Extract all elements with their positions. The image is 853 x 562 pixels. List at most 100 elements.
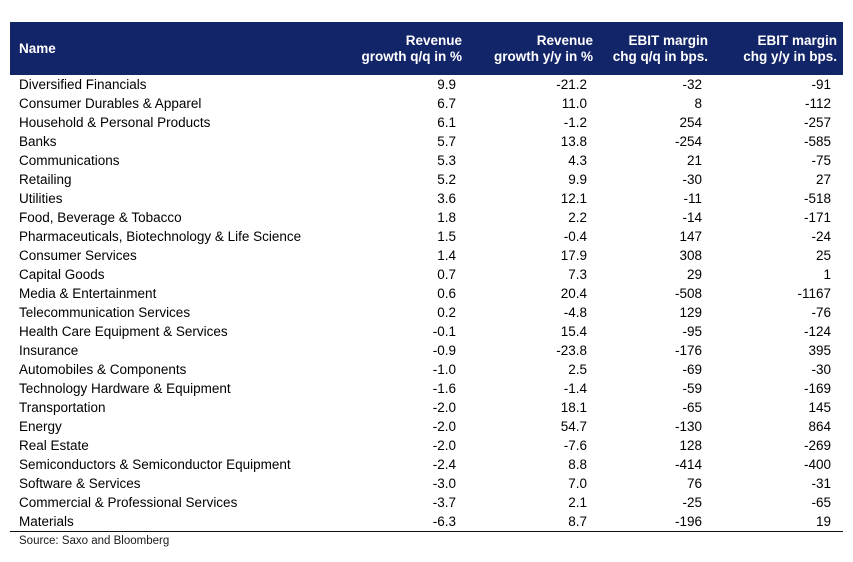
table-row: Diversified Financials 9.9 -21.2 -32 -91: [10, 75, 843, 94]
cell-value: 8.7: [568, 514, 587, 529]
cell-value: -0.4: [563, 229, 587, 244]
table-row: Consumer Services 1.4 17.9 308 25: [10, 246, 843, 265]
cell-value: 11.0: [561, 96, 587, 111]
cell-value: -11: [683, 191, 702, 206]
cell-value: 2.2: [568, 210, 587, 225]
table-row: Automobiles & Components -1.0 2.5 -69 -30: [10, 360, 843, 379]
cell-value: -21.2: [556, 77, 587, 92]
cell-value: 7.3: [568, 267, 587, 282]
cell-sector-name: Pharmaceuticals, Biotechnology & Life Sc…: [19, 229, 302, 244]
cell-value: -169: [803, 381, 831, 396]
table-row: Telecommunication Services 0.2 -4.8 129 -76: [10, 303, 843, 322]
cell-value: -508: [674, 286, 702, 301]
cell-value: 13.8: [560, 134, 587, 149]
cell-value: 12.1: [560, 191, 587, 206]
cell-value: 5.2: [437, 172, 456, 187]
cell-value: -0.1: [432, 324, 456, 339]
table-row: Energy -2.0 54.7 -130 864: [10, 417, 843, 436]
cell-value: 395: [808, 343, 831, 358]
cell-value: -31: [811, 476, 831, 491]
cell-value: -1.0: [432, 362, 456, 377]
column-header-name: Name: [10, 22, 354, 75]
cell-value: -257: [803, 115, 831, 130]
cell-value: 29: [686, 267, 702, 282]
cell-sector-name: Communications: [19, 153, 120, 168]
cell-value: 15.4: [560, 324, 587, 339]
cell-value: 7.0: [568, 476, 587, 491]
cell-value: 18.1: [560, 400, 587, 415]
table-row: Banks 5.7 13.8 -254 -585: [10, 132, 843, 151]
cell-value: 17.9: [560, 248, 587, 263]
header-label-line1: EBIT margin: [628, 32, 708, 48]
cell-sector-name: Automobiles & Components: [19, 362, 187, 377]
table-row: Health Care Equipment & Services -0.1 15.4…: [10, 322, 843, 341]
cell-value: 19: [815, 514, 831, 529]
cell-sector-name: Utilities: [19, 191, 63, 206]
cell-value: -14: [682, 210, 702, 225]
cell-value: 1.5: [437, 229, 456, 244]
cell-value: -1.4: [563, 381, 587, 396]
cell-value: 8: [694, 96, 702, 111]
cell-value: -2.0: [432, 438, 456, 453]
cell-value: -6.3: [432, 514, 456, 529]
cell-value: -0.9: [432, 343, 456, 358]
cell-value: -69: [682, 362, 702, 377]
column-header-revenue-yy: Revenue growth y/y in %: [468, 22, 599, 75]
cell-value: 76: [686, 476, 702, 491]
cell-value: -254: [674, 134, 702, 149]
header-label-line2: growth y/y in %: [493, 48, 593, 64]
table-row: Insurance -0.9 -23.8 -176 395: [10, 341, 843, 360]
table-header: Name Revenue growth q/q in % Revenue gro…: [10, 22, 843, 75]
cell-sector-name: Retailing: [19, 172, 72, 187]
cell-value: 54.7: [560, 419, 587, 434]
cell-value: -414: [674, 457, 702, 472]
cell-value: -176: [674, 343, 702, 358]
cell-sector-name: Household & Personal Products: [19, 115, 211, 130]
cell-sector-name: Diversified Financials: [19, 77, 147, 92]
cell-value: -1167: [797, 286, 831, 301]
cell-value: -23.8: [556, 343, 587, 358]
table-row: Semiconductors & Semiconductor Equipment…: [10, 455, 843, 474]
cell-sector-name: Food, Beverage & Tobacco: [19, 210, 182, 225]
table-row: Pharmaceuticals, Biotechnology & Life Sc…: [10, 227, 843, 246]
cell-value: 1.4: [437, 248, 456, 263]
cell-value: -65: [682, 400, 702, 415]
cell-value: 20.4: [560, 286, 587, 301]
table-row: Software & Services -3.0 7.0 76 -31: [10, 474, 843, 493]
table-row: Transportation -2.0 18.1 -65 145: [10, 398, 843, 417]
cell-value: 4.3: [568, 153, 587, 168]
cell-value: -130: [674, 419, 702, 434]
header-label-line1: EBIT margin: [757, 32, 837, 48]
sector-performance-table: Name Revenue growth q/q in % Revenue gro…: [10, 22, 843, 532]
table-row: Materials -6.3 8.7 -196 19: [10, 512, 843, 532]
cell-value: -3.7: [432, 495, 456, 510]
header-label-line2: chg q/q in bps.: [612, 48, 708, 64]
cell-value: 27: [815, 172, 831, 187]
cell-sector-name: Consumer Durables & Apparel: [19, 96, 202, 111]
cell-value: 147: [679, 229, 702, 244]
column-header-ebit-qq: EBIT margin chg q/q in bps.: [599, 22, 714, 75]
table-row: Utilities 3.6 12.1 -11 -518: [10, 189, 843, 208]
cell-value: -32: [682, 77, 702, 92]
cell-value: 129: [679, 305, 702, 320]
cell-value: -4.8: [563, 305, 587, 320]
cell-value: -76: [811, 305, 831, 320]
cell-sector-name: Semiconductors & Semiconductor Equipment: [19, 457, 291, 472]
cell-value: -124: [803, 324, 831, 339]
cell-sector-name: Commercial & Professional Services: [19, 495, 238, 510]
cell-value: -196: [674, 514, 702, 529]
cell-value: 25: [815, 248, 831, 263]
cell-value: -30: [811, 362, 831, 377]
source-note: Source: Saxo and Bloomberg: [19, 535, 170, 547]
cell-value: 1.8: [437, 210, 456, 225]
table-row: Household & Personal Products 6.1 -1.2 254 -…: [10, 113, 843, 132]
table-row: Retailing 5.2 9.9 -30 27: [10, 170, 843, 189]
cell-sector-name: Capital Goods: [19, 267, 105, 282]
cell-value: -30: [682, 172, 702, 187]
cell-value: -1.6: [432, 381, 456, 396]
cell-value: 9.9: [568, 172, 587, 187]
cell-value: -65: [811, 495, 831, 510]
cell-value: -91: [811, 77, 831, 92]
cell-sector-name: Telecommunication Services: [19, 305, 191, 320]
cell-value: -3.0: [432, 476, 456, 491]
